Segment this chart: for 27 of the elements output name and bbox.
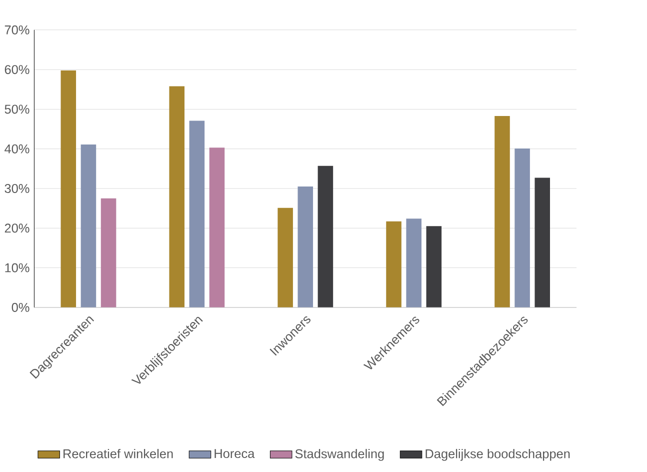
legend-label: Stadswandeling [295, 449, 384, 461]
bar [426, 226, 442, 308]
bar [100, 198, 116, 308]
y-tick-label: 0% [12, 303, 30, 312]
legend-label: Horeca [214, 449, 255, 458]
bar [406, 218, 422, 308]
bar [60, 70, 76, 308]
legend-label: Dagelijkse boodschappen [426, 449, 570, 461]
bar [318, 166, 334, 308]
bar [494, 116, 510, 308]
bar [209, 148, 225, 308]
y-tick-label: 30% [4, 184, 30, 194]
bar [298, 186, 314, 308]
bar [189, 120, 205, 308]
bar [514, 148, 530, 308]
y-tick-label: 50% [4, 104, 30, 114]
bar [169, 86, 184, 308]
legend-label: Recreatief winkelen [64, 449, 173, 458]
bar [278, 208, 293, 308]
bar [80, 144, 96, 308]
y-tick-label: 70% [4, 26, 30, 35]
bar [386, 222, 402, 308]
y-tick-label: 20% [4, 224, 30, 233]
y-tick-label: 60% [4, 65, 30, 74]
y-tick-label: 40% [4, 144, 30, 154]
y-tick-label: 10% [5, 263, 30, 272]
bar [534, 178, 550, 308]
